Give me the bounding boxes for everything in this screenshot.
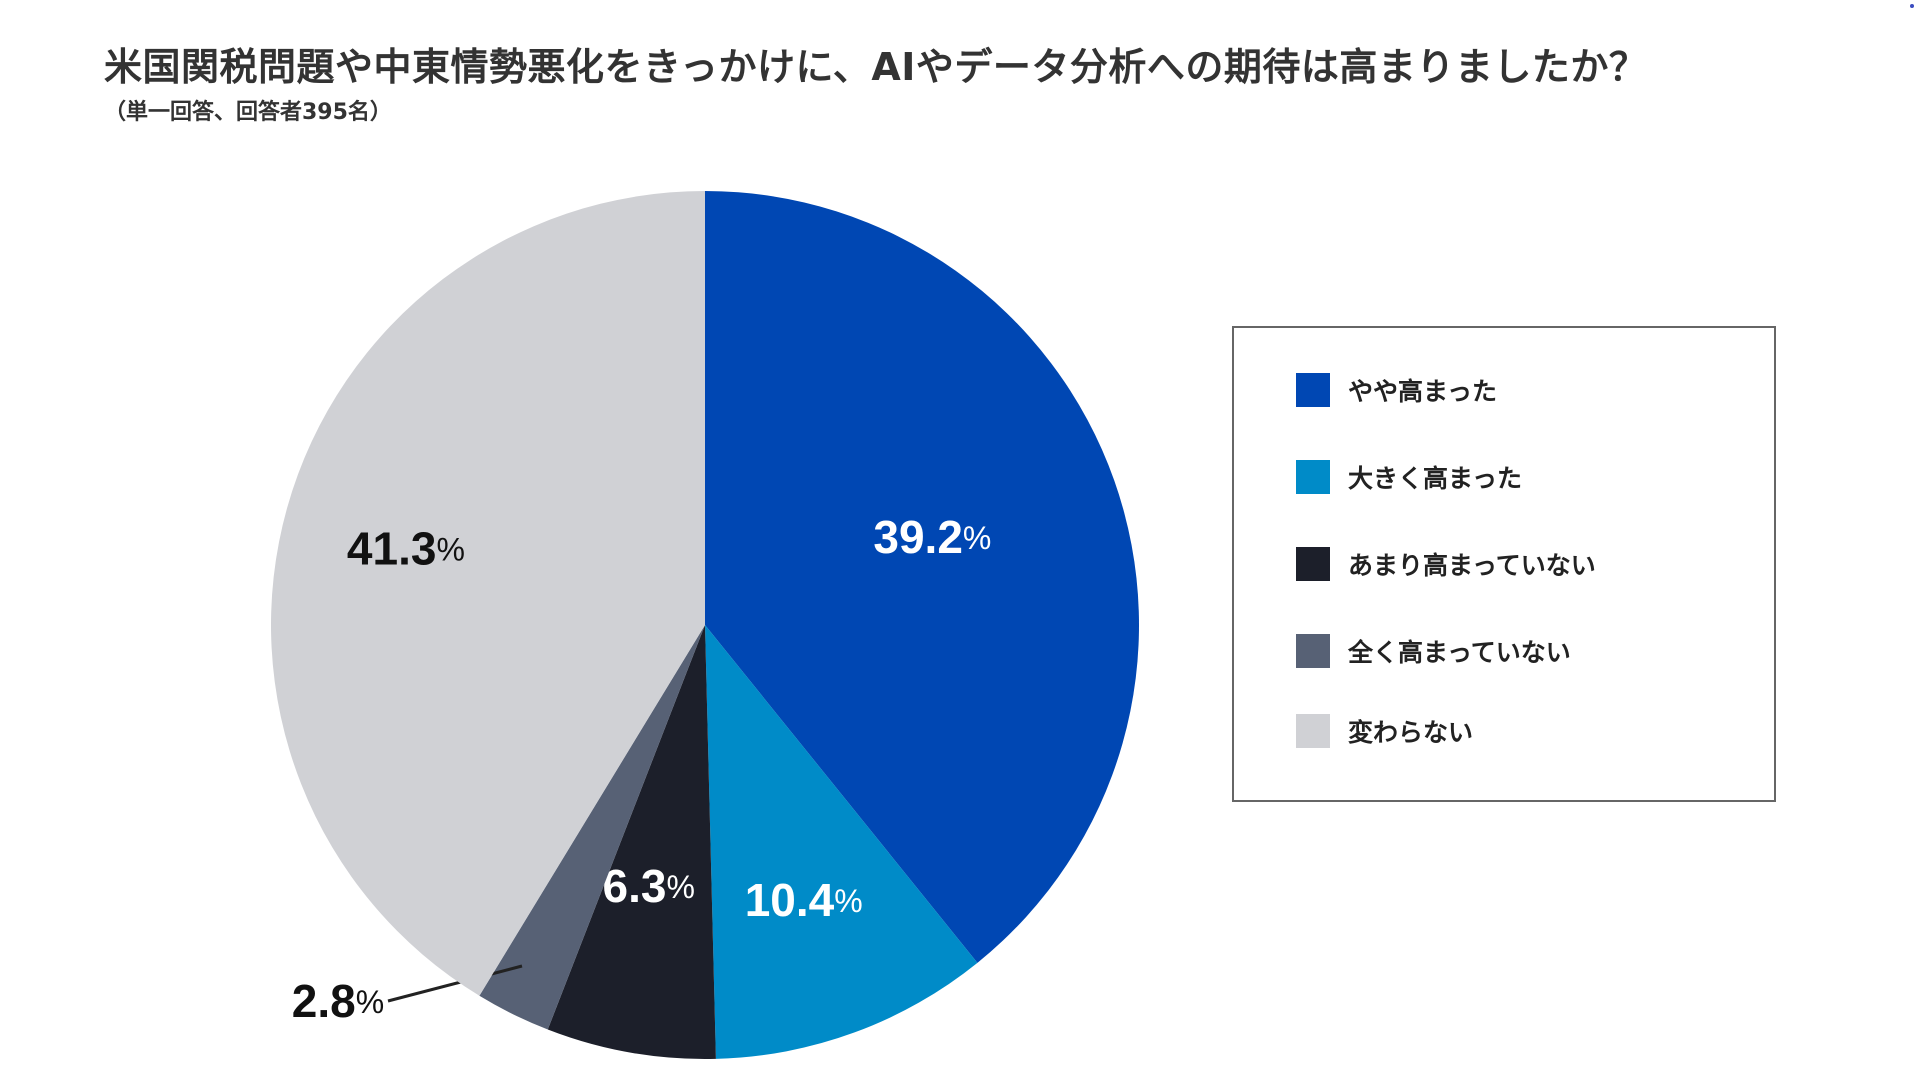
legend-label: やや高まった (1348, 377, 1498, 406)
slice-value-label: 10.4% (745, 874, 863, 926)
legend-label: 変わらない (1348, 718, 1474, 747)
slice-value-label: 6.3% (603, 860, 695, 912)
legend-label: あまり高まっていない (1348, 551, 1596, 580)
pie-slice (270, 191, 705, 996)
chart-subtitle: （単一回答、回答者395名） (104, 100, 392, 125)
legend-item-mattaku-takamatteinai: 全く高まっていない (1296, 633, 1571, 669)
legend-item-yaya-takamatta: やや高まった (1296, 372, 1497, 408)
legend-swatch (1296, 373, 1330, 407)
legend-item-ookiku-takamatta: 大きく高まった (1296, 459, 1522, 495)
legend-swatch (1296, 547, 1330, 581)
legend-swatch (1296, 714, 1330, 748)
pie-slice (705, 191, 1139, 963)
slice-value-label: 2.8% (292, 975, 384, 1027)
chart-title: 米国関税問題や中東情勢悪化をきっかけに、AIやデータ分析への期待は高まりましたか… (104, 45, 1648, 89)
slice-value-label: 39.2% (873, 511, 991, 563)
legend-label: 全く高まっていない (1348, 638, 1571, 667)
legend-item-kawaranai: 変わらない (1296, 713, 1473, 749)
legend-swatch (1296, 634, 1330, 668)
pie-slice (547, 625, 716, 1059)
legend-label: 大きく高まった (1348, 464, 1523, 493)
leader-line (387, 964, 523, 1003)
slice-value-label: 41.3% (347, 523, 465, 575)
pie-slice (479, 625, 705, 1030)
legend: やや高まった 大きく高まった あまり高まっていない 全く高まっていない 変わらな… (1232, 326, 1776, 802)
pie-slice (705, 625, 978, 1059)
corner-dot-decoration (1910, 4, 1914, 8)
legend-swatch (1296, 460, 1330, 494)
legend-item-amari-takamatteinai: あまり高まっていない (1296, 546, 1596, 582)
